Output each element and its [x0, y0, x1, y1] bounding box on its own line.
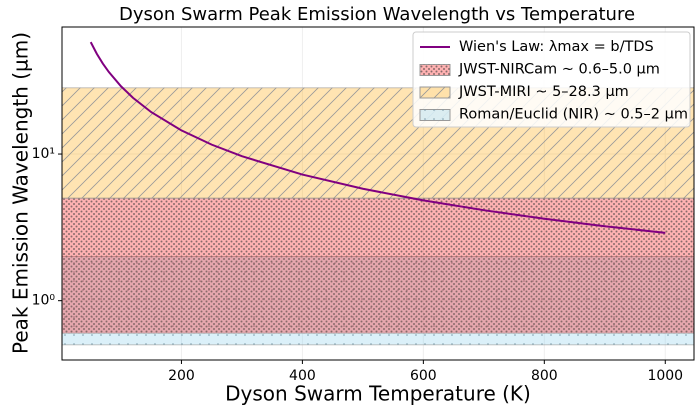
y-tick-label: 10⁰ [32, 293, 56, 309]
y-tick-label: 10¹ [32, 146, 55, 162]
x-axis-label: Dyson Swarm Temperature (K) [225, 382, 531, 406]
legend-swatch-hatch [420, 64, 450, 76]
x-tick-label: 1000 [647, 368, 683, 384]
legend-label: Wien's Law: λmax = b/TDS [459, 39, 654, 55]
legend-label: Roman/Euclid (NIR) ~ 0.5–2 µm [459, 107, 688, 123]
chart-title: Dyson Swarm Peak Emission Wavelength vs … [119, 4, 635, 25]
legend-label: JWST-MIRI ~ 5–28.3 µm [458, 84, 629, 100]
x-tick-label: 400 [289, 368, 316, 384]
band-hatch [62, 198, 694, 334]
legend-swatch-hatch [420, 109, 450, 121]
x-tick-label: 800 [531, 368, 558, 384]
legend-box [412, 31, 691, 128]
line [89, 41, 666, 234]
legend-swatch-hatch [420, 87, 450, 98]
x-tick-label: 200 [168, 368, 195, 384]
y-axis-label: Peak Emission Wavelength (µm) [9, 32, 33, 354]
legend-label: JWST-NIRCam ~ 0.6–5.0 µm [458, 62, 660, 78]
axes-frame [61, 26, 695, 361]
x-tick-label: 600 [410, 368, 437, 384]
